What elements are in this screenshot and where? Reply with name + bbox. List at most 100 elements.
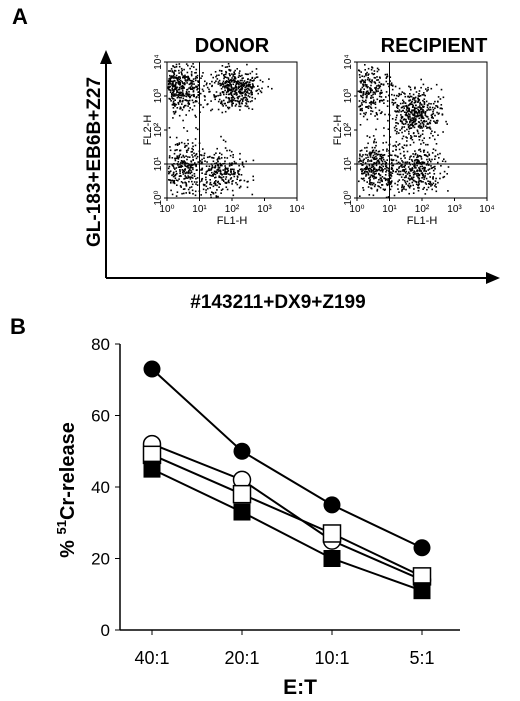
event-dot: [370, 160, 373, 162]
event-dot: [169, 89, 171, 91]
event-dot: [228, 73, 231, 75]
event-dot: [188, 176, 191, 178]
event-dot: [361, 86, 364, 89]
event-dot: [244, 89, 246, 91]
event-dot: [404, 161, 406, 164]
event-dot: [415, 135, 417, 137]
event-dot: [251, 91, 253, 94]
event-dot: [397, 188, 399, 190]
event-dot: [402, 99, 404, 102]
event-dot: [187, 156, 189, 158]
event-dot: [191, 180, 193, 183]
event-dot: [173, 167, 175, 169]
event-dot: [174, 70, 177, 72]
event-dot: [372, 166, 374, 168]
event-dot: [428, 164, 430, 166]
event-dot: [366, 154, 369, 156]
event-dot: [408, 128, 411, 130]
y-tick-label: 40: [91, 478, 110, 497]
y-axis-label-a: GL-183+EB6B+Z27: [84, 77, 105, 247]
event-dot: [216, 189, 218, 191]
event-dot: [234, 90, 236, 93]
event-dot: [425, 143, 427, 146]
event-dot: [183, 95, 186, 97]
event-dot: [196, 77, 198, 79]
event-dot: [219, 94, 222, 96]
event-dot: [357, 90, 360, 93]
event-dot: [179, 169, 181, 171]
event-dot: [178, 96, 181, 99]
event-dot: [417, 156, 419, 158]
event-dot: [202, 106, 205, 109]
event-dot: [378, 166, 381, 169]
event-dot: [230, 88, 233, 91]
event-dot: [173, 90, 175, 92]
event-dot: [362, 85, 365, 87]
event-dot: [230, 173, 233, 175]
event-dot: [379, 157, 381, 160]
event-dot: [401, 127, 403, 130]
event-dot: [397, 122, 399, 125]
event-dot: [441, 107, 443, 110]
event-dot: [434, 168, 436, 170]
event-dot: [217, 100, 220, 103]
event-dot: [379, 153, 382, 156]
event-dot: [431, 184, 434, 186]
event-dot: [206, 82, 208, 84]
event-dot: [383, 127, 385, 129]
event-dot: [411, 124, 414, 126]
event-dot: [440, 165, 442, 167]
event-dot: [362, 96, 364, 99]
event-dot: [446, 173, 448, 175]
event-dot: [231, 103, 233, 106]
event-dot: [178, 178, 180, 180]
event-dot: [390, 82, 393, 84]
event-dot: [185, 99, 188, 101]
event-dot: [168, 179, 170, 181]
event-dot: [222, 91, 225, 94]
event-dot: [442, 176, 444, 179]
event-dot: [184, 164, 186, 167]
event-dot: [175, 157, 178, 160]
event-dot: [373, 81, 376, 83]
event-dot: [218, 157, 221, 160]
event-dot: [377, 159, 380, 161]
event-dot: [237, 97, 239, 100]
event-dot: [407, 123, 409, 126]
event-dot: [245, 81, 248, 84]
event-dot: [398, 94, 401, 96]
event-dot: [428, 168, 431, 170]
event-dot: [246, 98, 249, 101]
event-dot: [175, 66, 178, 68]
event-dot: [425, 177, 428, 180]
event-dot: [188, 109, 190, 112]
event-dot: [377, 150, 380, 153]
event-dot: [377, 153, 380, 156]
event-dot: [180, 175, 182, 177]
event-dot: [174, 157, 176, 160]
event-dot: [228, 173, 230, 175]
event-dot: [410, 120, 412, 122]
event-dot: [401, 190, 403, 192]
event-dot: [252, 84, 254, 87]
event-dot: [213, 173, 216, 175]
event-dot: [427, 143, 429, 146]
event-dot: [221, 103, 224, 106]
event-dot: [359, 76, 361, 79]
event-dot: [232, 75, 234, 77]
event-dot: [373, 102, 375, 105]
event-dot: [378, 185, 380, 188]
event-dot: [256, 76, 259, 78]
event-dot: [180, 85, 183, 88]
event-dot: [368, 194, 371, 196]
event-dot: [432, 110, 434, 113]
event-dot: [381, 167, 383, 170]
event-dot: [211, 85, 213, 88]
event-dot: [213, 153, 216, 156]
event-dot: [365, 73, 367, 75]
event-dot: [173, 69, 176, 72]
event-dot: [375, 149, 377, 152]
event-dot: [206, 170, 208, 173]
event-dot: [239, 75, 242, 77]
event-dot: [391, 85, 394, 87]
